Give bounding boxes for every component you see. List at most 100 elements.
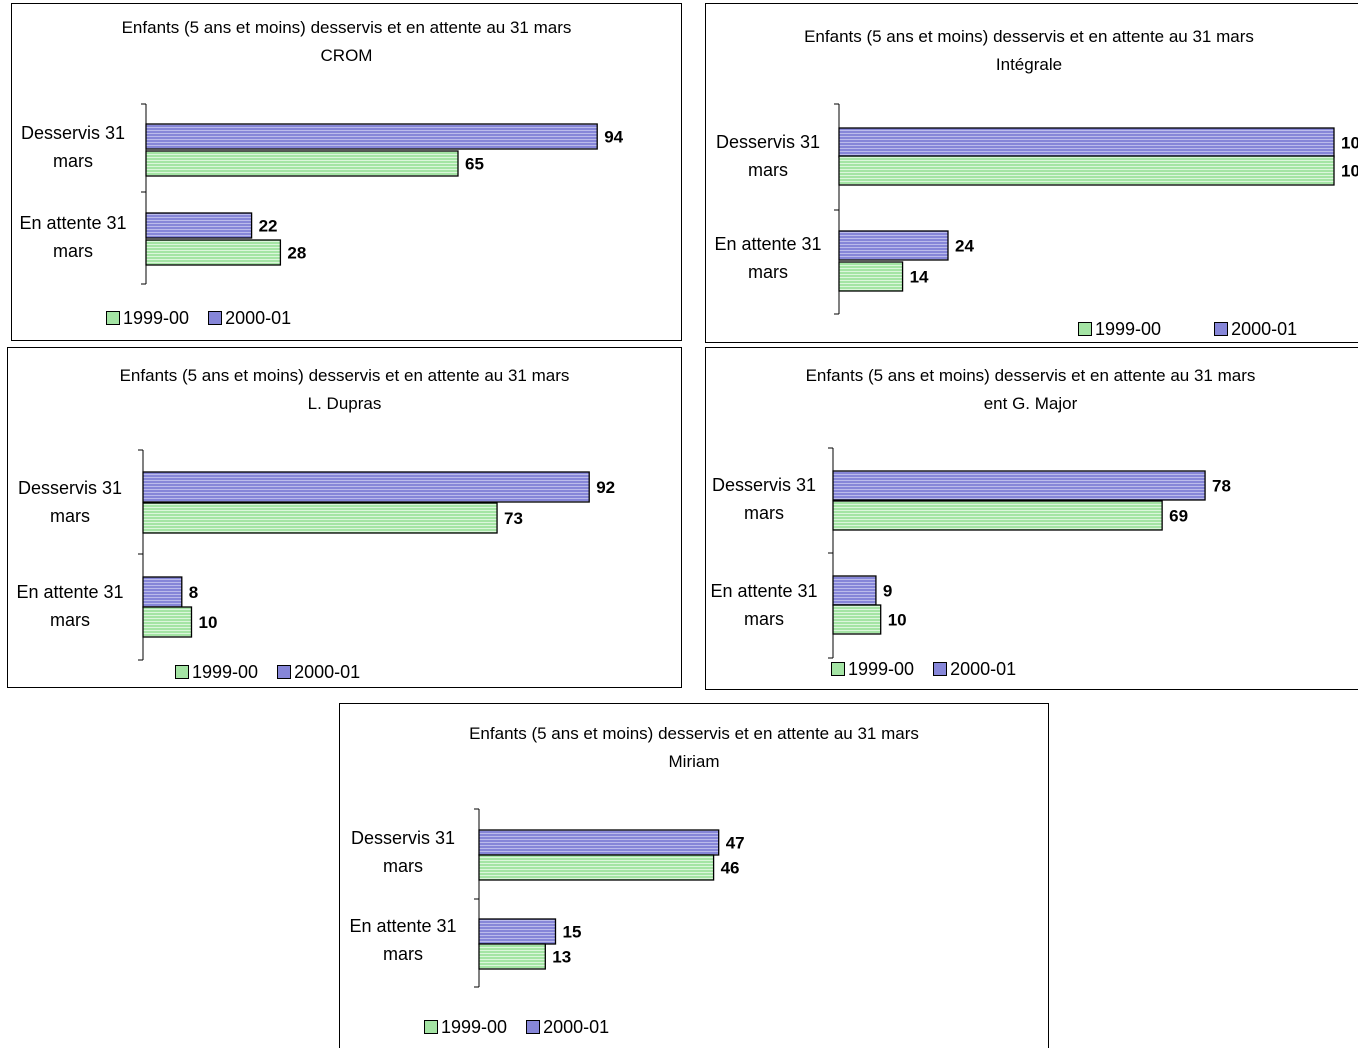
- category-label-line: mars: [53, 241, 93, 261]
- legend-label: 1999-00: [192, 662, 259, 682]
- legend-item-2000-01: 2000-01: [1214, 318, 1297, 340]
- legend-label: 2000-01: [225, 308, 292, 328]
- legend-label: 2000-01: [543, 1017, 610, 1037]
- data-label: 24: [955, 237, 974, 256]
- category-label-desservis: Desservis 31 mars: [340, 824, 466, 880]
- bar-2000-01-desservis: [478, 829, 720, 856]
- data-label: 14: [910, 268, 929, 287]
- category-label-en-attente: En attente 31 mars: [340, 912, 466, 968]
- legend-item-2000-01: 2000-01: [933, 658, 1016, 680]
- bar-plot: 47 46 15 13: [474, 808, 745, 988]
- category-label-line: mars: [50, 610, 90, 630]
- bar-2000-01-desservis: [832, 470, 1206, 501]
- chart-title-line: Enfants (5 ans et moins) desservis et en…: [804, 27, 1254, 46]
- category-label-en-attente: En attente 31 mars: [706, 577, 822, 633]
- chart-title: Enfants (5 ans et moins) desservis et en…: [706, 23, 1352, 79]
- bar-1999-00-en-attente: [838, 261, 904, 292]
- legend: 1999-00 2000-01: [106, 307, 305, 329]
- legend-item-1999-00: 1999-00: [831, 658, 914, 680]
- bar-2000-01-en-attente: [145, 212, 253, 239]
- chart-title: Enfants (5 ans et moins) desservis et en…: [12, 14, 681, 70]
- legend-label: 2000-01: [1231, 319, 1298, 339]
- category-label-line: mars: [744, 503, 784, 523]
- legend-item-1999-00: 1999-00: [1078, 318, 1161, 340]
- legend: 1999-00 2000-01: [424, 1016, 623, 1038]
- category-label-line: mars: [383, 856, 423, 876]
- category-label-desservis: Desservis 31 mars: [706, 471, 822, 527]
- bar-1999-00-en-attente: [832, 604, 882, 635]
- category-label-line: En attente 31: [19, 213, 127, 233]
- bar-plot: 94 65 22 28: [141, 103, 624, 285]
- category-label-line: mars: [748, 160, 788, 180]
- chart-title: Enfants (5 ans et moins) desservis et en…: [8, 362, 681, 418]
- category-label-line: En attente 31: [710, 581, 818, 601]
- data-label: 13: [552, 948, 571, 967]
- legend: 1999-00 2000-01: [831, 658, 1030, 680]
- data-label: 78: [1212, 477, 1231, 496]
- data-label: 8: [189, 583, 198, 602]
- bar-plot: 92 73 810: [138, 449, 615, 661]
- chart-panel-l-dupras: Enfants (5 ans et moins) desservis et en…: [7, 347, 682, 688]
- data-label: 10: [888, 611, 907, 630]
- bar-1999-00-en-attente: [478, 943, 546, 970]
- data-label: 10: [1341, 134, 1358, 153]
- bar-1999-00-desservis: [838, 155, 1335, 186]
- category-label-en-attente: En attente 31 mars: [12, 209, 134, 265]
- legend-swatch-2000-01: [526, 1020, 541, 1034]
- chart-subtitle: CROM: [320, 46, 373, 65]
- category-label-desservis: Desservis 31 mars: [706, 128, 830, 184]
- chart-panel-miriam: Enfants (5 ans et moins) desservis et en…: [339, 703, 1049, 1048]
- chart-subtitle: Miriam: [668, 752, 720, 771]
- legend-label: 2000-01: [950, 659, 1017, 679]
- data-label: 22: [259, 217, 278, 236]
- category-label-line: mars: [50, 506, 90, 526]
- legend-swatch-1999-00: [1078, 322, 1092, 336]
- chart-panel-g-major: Enfants (5 ans et moins) desservis et en…: [705, 347, 1358, 690]
- legend-item-2000-01: 2000-01: [277, 661, 360, 683]
- bar-1999-00-desservis: [145, 150, 459, 177]
- category-label-line: Desservis 31: [350, 828, 456, 848]
- chart-panel-crom: Enfants (5 ans et moins) desservis et en…: [11, 3, 682, 341]
- legend-item-1999-00: 1999-00: [424, 1016, 507, 1038]
- legend-swatch-1999-00: [424, 1020, 438, 1034]
- legend: 1999-00 2000-01: [175, 661, 374, 683]
- chart-subtitle: ent G. Major: [983, 394, 1078, 413]
- chart-title-line: Enfants (5 ans et moins) desservis et en…: [121, 18, 572, 37]
- legend-label: 1999-00: [1095, 319, 1162, 339]
- legend-swatch-1999-00: [831, 662, 845, 676]
- data-label: 92: [596, 478, 615, 497]
- bar-plot: 78 69 9 10: [828, 447, 1231, 659]
- legend: 1999-00 2000-01: [1078, 318, 1311, 340]
- bar-2000-01-en-attente: [832, 575, 877, 606]
- bar-2000-01-en-attente: [478, 918, 557, 945]
- bar-1999-00-en-attente: [142, 606, 193, 638]
- data-label: 46: [721, 859, 740, 878]
- legend-label: 2000-01: [294, 662, 361, 682]
- chart-title: Enfants (5 ans et moins) desservis et en…: [706, 362, 1355, 418]
- category-label-line: mars: [744, 609, 784, 629]
- data-label: 69: [1169, 507, 1188, 526]
- legend-label: 1999-00: [441, 1017, 508, 1037]
- category-label-line: En attente 31: [714, 234, 822, 254]
- category-label-line: Desservis 31: [711, 475, 817, 495]
- category-label-line: Desservis 31: [715, 132, 821, 152]
- bar-1999-00-desservis: [478, 854, 715, 881]
- bar-1999-00-desservis: [142, 502, 498, 534]
- category-label-line: Desservis 31: [20, 123, 126, 143]
- category-label-desservis: Desservis 31 mars: [12, 119, 134, 175]
- data-label: 28: [287, 244, 306, 263]
- legend-item-2000-01: 2000-01: [208, 307, 291, 329]
- legend-swatch-2000-01: [933, 662, 948, 676]
- chart-title-line: Enfants (5 ans et moins) desservis et en…: [469, 724, 919, 743]
- bar-2000-01-en-attente: [142, 576, 183, 608]
- chart-title-line: Enfants (5 ans et moins) desservis et en…: [119, 366, 570, 385]
- chart-title: Enfants (5 ans et moins) desservis et en…: [340, 720, 1048, 776]
- legend-swatch-1999-00: [106, 311, 120, 325]
- bar-1999-00-en-attente: [145, 239, 282, 266]
- bar-1999-00-desservis: [832, 500, 1163, 531]
- bar-2000-01-desservis: [145, 123, 598, 150]
- bar-2000-01-desservis: [142, 471, 590, 503]
- category-label-line: mars: [53, 151, 93, 171]
- bar-2000-01-desservis: [838, 127, 1335, 158]
- legend-swatch-2000-01: [1214, 322, 1229, 336]
